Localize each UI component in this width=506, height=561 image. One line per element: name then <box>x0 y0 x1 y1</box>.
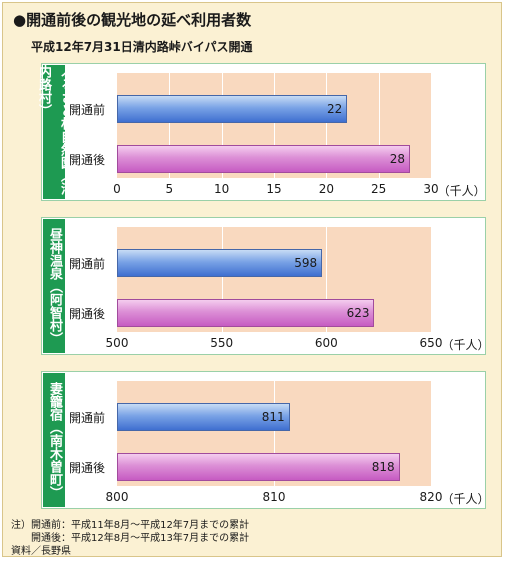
note-source: 資料／長野県 <box>11 546 71 557</box>
bar-after: 28 <box>117 145 411 173</box>
unit-label: （千人） <box>441 338 490 352</box>
category-label: 開通後 <box>69 461 106 475</box>
x-tick-label: 600 <box>314 336 338 350</box>
chart-title: ●開通前後の観光地の延べ利用者数 <box>13 11 252 29</box>
x-tick-label: 0 <box>113 182 121 196</box>
category-label: 開通前 <box>69 103 106 117</box>
x-tick-label: 810 <box>262 490 286 504</box>
bar-after: 818 <box>117 453 400 481</box>
location-label: 昼神温泉（阿智村） <box>47 227 62 345</box>
value-label: 818 <box>371 460 395 474</box>
x-tick-label: 820 <box>419 490 443 504</box>
category-label: 開通前 <box>69 411 106 425</box>
bar-before: 22 <box>117 95 348 123</box>
bar-after: 623 <box>117 299 375 327</box>
note-after: 開通後：平成12年8月～平成13年7月までの累計 <box>11 533 250 544</box>
chart-frame: ●開通前後の観光地の延べ利用者数 平成12年7月31日清内路峠バイパス開通 ふる… <box>2 2 502 557</box>
grid-line <box>169 73 171 178</box>
x-tick-label: 30 <box>423 182 439 196</box>
plot-area: 811 818 <box>117 381 431 486</box>
note-before: 注）開通前：平成11年8月～平成12年7月までの累計 <box>11 520 250 531</box>
location-tab-tsumago: 妻籠宿（南木曽町） <box>43 373 65 507</box>
x-tick-label: 500 <box>105 336 129 350</box>
x-tick-label: 5 <box>165 182 174 196</box>
location-tab-furusato: ふるさと村自然園（清内路村） <box>36 65 73 199</box>
x-tick-label: 15 <box>266 182 282 196</box>
value-label: 28 <box>389 152 406 166</box>
x-tick-label: 800 <box>105 490 129 504</box>
grid-line <box>274 381 275 486</box>
grid-line <box>274 73 275 178</box>
location-label: ふるさと村自然園（清内路村） <box>36 65 73 195</box>
grid-line <box>326 73 328 178</box>
value-label: 811 <box>261 410 285 424</box>
grid-line <box>221 73 223 178</box>
bar-before: 811 <box>117 403 290 431</box>
chart-subtitle: 平成12年7月31日清内路峠バイパス開通 <box>31 40 253 54</box>
unit-label: （千人） <box>437 184 486 198</box>
plot-area: 598 623 <box>117 227 431 332</box>
x-tick-label: 550 <box>210 336 234 350</box>
grid-line <box>378 73 380 178</box>
grid-line <box>326 227 328 332</box>
value-label: 623 <box>346 306 370 320</box>
bar-before: 598 <box>117 249 323 277</box>
category-label: 開通後 <box>69 153 106 167</box>
value-label: 22 <box>326 102 343 116</box>
x-tick-label: 25 <box>371 182 387 196</box>
location-label: 妻籠宿（南木曽町） <box>47 381 62 499</box>
value-label: 598 <box>294 256 318 270</box>
x-tick-label: 10 <box>214 182 230 196</box>
x-tick-label: 20 <box>318 182 334 196</box>
category-label: 開通後 <box>69 307 106 321</box>
grid-line <box>221 227 223 332</box>
unit-label: （千人） <box>441 492 490 506</box>
location-tab-hirugami: 昼神温泉（阿智村） <box>43 219 65 353</box>
plot-area: 22 28 <box>117 73 431 178</box>
category-label: 開通前 <box>69 257 106 271</box>
x-tick-label: 650 <box>419 336 443 350</box>
